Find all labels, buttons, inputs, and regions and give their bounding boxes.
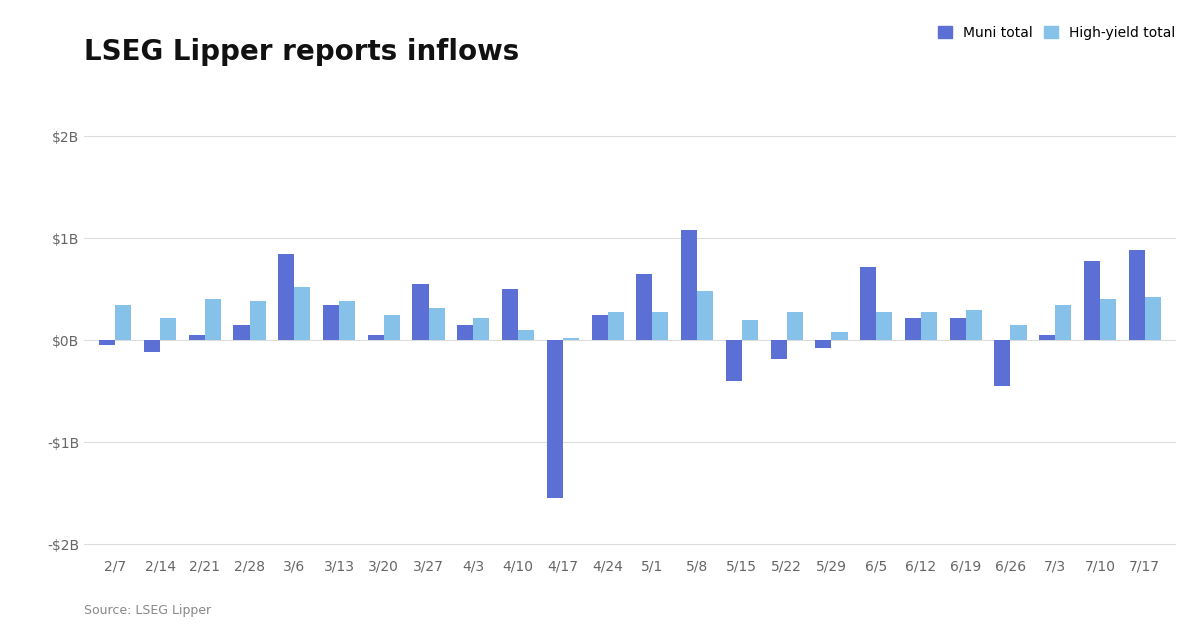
Bar xyxy=(473,318,490,340)
Bar xyxy=(876,312,893,340)
Bar xyxy=(547,340,563,498)
Bar xyxy=(188,335,205,340)
Bar xyxy=(1145,297,1160,340)
Bar xyxy=(234,325,250,340)
Bar xyxy=(115,304,132,340)
Bar xyxy=(787,312,803,340)
Bar xyxy=(340,301,355,340)
Bar xyxy=(770,340,787,358)
Bar xyxy=(995,340,1010,386)
Bar xyxy=(205,299,221,340)
Bar xyxy=(250,301,265,340)
Bar xyxy=(815,340,832,348)
Bar xyxy=(1100,299,1116,340)
Bar xyxy=(160,318,176,340)
Bar xyxy=(502,289,518,340)
Bar xyxy=(682,230,697,340)
Bar xyxy=(384,315,400,340)
Bar xyxy=(920,312,937,340)
Bar xyxy=(653,312,668,340)
Bar xyxy=(636,274,653,340)
Bar xyxy=(697,291,713,340)
Bar xyxy=(294,287,311,340)
Bar xyxy=(1084,261,1100,340)
Text: Source: LSEG Lipper: Source: LSEG Lipper xyxy=(84,604,211,617)
Bar xyxy=(1055,304,1072,340)
Bar xyxy=(742,320,758,340)
Bar xyxy=(518,330,534,340)
Bar xyxy=(1039,335,1055,340)
Text: LSEG Lipper reports inflows: LSEG Lipper reports inflows xyxy=(84,38,520,66)
Bar xyxy=(832,332,847,340)
Bar xyxy=(413,284,428,340)
Bar xyxy=(1128,251,1145,340)
Bar xyxy=(607,312,624,340)
Bar xyxy=(278,253,294,340)
Bar xyxy=(905,318,920,340)
Bar xyxy=(949,318,966,340)
Bar xyxy=(1010,325,1026,340)
Bar xyxy=(144,340,160,352)
Bar xyxy=(367,335,384,340)
Legend: Muni total, High-yield total: Muni total, High-yield total xyxy=(938,26,1175,40)
Bar xyxy=(726,340,742,381)
Bar xyxy=(860,266,876,340)
Bar xyxy=(428,307,445,340)
Bar xyxy=(966,309,982,340)
Bar xyxy=(592,315,607,340)
Bar xyxy=(323,304,340,340)
Bar xyxy=(457,325,473,340)
Bar xyxy=(563,338,578,340)
Bar xyxy=(100,340,115,345)
